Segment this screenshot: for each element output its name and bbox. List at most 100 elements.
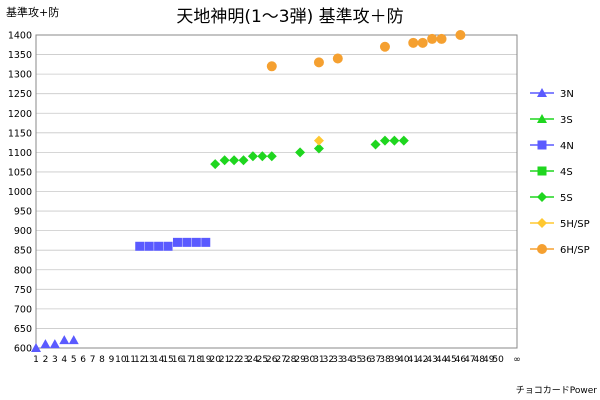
data-point-3n — [59, 335, 70, 345]
y-tick-label: 1300 — [8, 70, 32, 81]
x-tick-label: 20 — [209, 355, 221, 365]
x-tick-label: ∞ — [513, 355, 521, 365]
x-tick-label: 30 — [304, 355, 316, 365]
legend-marker-3s — [537, 114, 547, 123]
x-tick-label: 12 — [134, 355, 145, 365]
y-tick-label: 600 — [14, 344, 32, 355]
x-tick-label: 9 — [109, 355, 115, 365]
x-tick-label: 10 — [115, 355, 127, 365]
data-point-5s — [219, 155, 230, 166]
data-point-5s — [247, 151, 258, 162]
data-point-4n — [182, 237, 192, 247]
data-point-3n — [40, 339, 51, 349]
data-point-5s — [370, 139, 381, 150]
y-axis-label: 基準攻+防 — [6, 5, 59, 19]
legend-label-3n: 3N — [560, 89, 574, 100]
data-point-4n — [154, 241, 164, 251]
y-tick-label: 1400 — [8, 31, 32, 42]
y-tick-label: 650 — [14, 324, 32, 335]
data-point-6h-sp — [455, 30, 466, 40]
x-tick-label: 5 — [71, 355, 77, 365]
x-tick-label: 34 — [342, 355, 354, 365]
data-point-3n — [68, 335, 79, 345]
data-point-6h-sp — [332, 53, 343, 64]
data-point-4n — [135, 241, 145, 251]
data-point-5s — [257, 151, 268, 162]
x-tick-label: 4 — [61, 355, 67, 365]
data-point-5s — [379, 135, 390, 146]
legend-label-3s: 3S — [560, 115, 573, 126]
x-tick-label: 13 — [143, 355, 154, 365]
data-point-4n — [144, 241, 154, 251]
x-tick-label: 18 — [191, 355, 203, 365]
credit-text: チョコカードPower — [516, 385, 598, 396]
plot-area: 6006507007508008509009501000105011001150… — [8, 30, 521, 365]
y-tick-label: 750 — [14, 285, 32, 296]
x-tick-label: 37 — [370, 355, 381, 365]
x-tick-label: 45 — [445, 355, 456, 365]
data-point-5h-sp — [313, 135, 324, 146]
x-tick-label: 33 — [332, 355, 343, 365]
y-tick-label: 1050 — [8, 167, 32, 178]
legend-label-4s: 4S — [560, 167, 573, 178]
x-tick-label: 14 — [153, 355, 165, 365]
data-point-5s — [295, 147, 306, 158]
data-point-6h-sp — [266, 61, 277, 72]
legend-marker-4s — [537, 166, 547, 176]
y-tick-label: 700 — [14, 304, 32, 315]
x-tick-label: 43 — [426, 355, 437, 365]
data-point-3n — [49, 339, 60, 349]
legend-marker-5h-sp — [537, 218, 547, 228]
data-point-4n — [191, 237, 201, 247]
data-point-5s — [266, 151, 277, 162]
data-point-5s — [238, 155, 249, 166]
x-tick-label: 27 — [275, 355, 286, 365]
y-tick-label: 1250 — [8, 89, 32, 100]
x-tick-label: 1 — [33, 355, 39, 365]
x-tick-label: 38 — [379, 355, 391, 365]
x-tick-label: 44 — [436, 355, 448, 365]
data-point-6h-sp — [408, 37, 419, 48]
x-tick-label: 28 — [285, 355, 297, 365]
x-tick-label: 40 — [398, 355, 410, 365]
legend-marker-5s — [537, 192, 547, 202]
data-point-6h-sp — [436, 33, 447, 44]
x-tick-label: 35 — [351, 355, 362, 365]
x-tick-label: 46 — [455, 355, 467, 365]
legend: 3N 3S 4N 4S 5S 5H/SP 6H/SP — [530, 88, 590, 256]
y-tick-label: 1100 — [8, 148, 32, 159]
x-tick-label: 16 — [172, 355, 184, 365]
data-point-4n — [172, 237, 182, 247]
x-tick-label: 47 — [464, 355, 475, 365]
data-point-5s — [229, 155, 240, 166]
chart-title: 天地神明(1～3弾) 基準攻＋防 — [176, 7, 403, 27]
data-point-4n — [163, 241, 173, 251]
legend-label-6h-sp: 6H/SP — [560, 245, 590, 256]
legend-marker-4n — [537, 140, 547, 150]
x-tick-label: 49 — [483, 355, 495, 365]
x-tick-label: 2 — [43, 355, 49, 365]
data-point-6h-sp — [427, 33, 438, 44]
x-tick-label: 48 — [474, 355, 486, 365]
x-tick-label: 19 — [200, 355, 212, 365]
x-tick-label: 6 — [80, 355, 86, 365]
x-tick-label: 39 — [389, 355, 401, 365]
data-point-3n — [31, 343, 41, 352]
legend-marker-6h-sp — [537, 244, 547, 254]
data-point-4n — [201, 237, 211, 247]
x-tick-label: 3 — [52, 355, 58, 365]
y-tick-label: 1350 — [8, 50, 32, 61]
x-tick-label: 31 — [313, 355, 324, 365]
data-point-6h-sp — [379, 41, 390, 52]
x-tick-label: 15 — [162, 355, 173, 365]
data-point-5s — [398, 135, 409, 146]
y-tick-label: 1150 — [8, 128, 32, 139]
x-tick-label: 11 — [125, 355, 136, 365]
x-tick-label: 50 — [492, 355, 504, 365]
x-tick-label: 7 — [90, 355, 96, 365]
data-point-5s — [210, 159, 221, 170]
x-tick-label: 17 — [181, 355, 192, 365]
y-tick-label: 1200 — [8, 109, 32, 120]
data-point-5s — [389, 135, 400, 146]
